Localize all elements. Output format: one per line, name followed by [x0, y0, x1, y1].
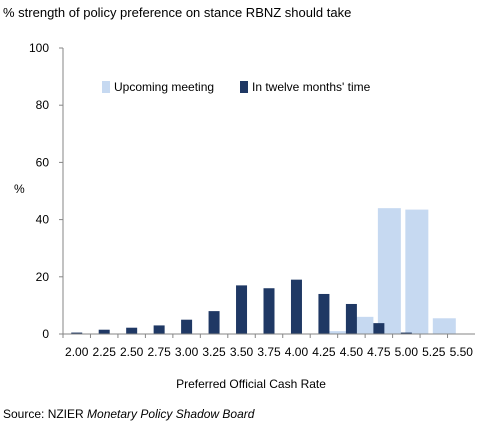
x-tick-label: 5.00 [395, 345, 419, 359]
x-tick-label: 2.00 [65, 345, 89, 359]
source-note: Source: NZIER Monetary Policy Shadow Boa… [3, 407, 255, 421]
legend-swatch-upcoming [102, 81, 110, 93]
bar-twelve-months [373, 323, 385, 334]
bar-upcoming-meeting [377, 208, 401, 334]
y-tick-label: 40 [36, 213, 50, 227]
x-tick-label: 4.75 [367, 345, 391, 359]
x-tick-label: 3.25 [202, 345, 226, 359]
x-tick-label: 4.00 [285, 345, 309, 359]
bar-twelve-months [71, 332, 83, 334]
x-tick-label: 4.50 [340, 345, 364, 359]
legend-label-upcoming: Upcoming meeting [114, 80, 214, 94]
bar-twelve-months [181, 319, 193, 334]
bars-layer [71, 208, 456, 334]
chart-title: % strength of policy preference on stanc… [3, 5, 351, 20]
x-tick-label: 3.50 [230, 345, 254, 359]
bar-twelve-months [345, 303, 357, 334]
bar-twelve-months [318, 293, 330, 334]
bar-twelve-months [98, 329, 110, 334]
x-tick-label: 5.50 [450, 345, 474, 359]
x-tick-label: 5.25 [422, 345, 446, 359]
x-axis-ticks: 2.00 2.25 2.50 2.75 3.00 3.25 3.50 3.75 4.00 4.25… [62, 334, 474, 359]
x-tick-label: 2.25 [93, 345, 117, 359]
bar-twelve-months [153, 325, 165, 334]
bar-upcoming-meeting [405, 209, 429, 334]
x-tick-label: 3.75 [257, 345, 281, 359]
y-axis-ticks: 0 20 40 60 80 100 [29, 41, 63, 341]
bar-upcoming-meeting [432, 318, 456, 334]
bar-twelve-months [126, 327, 138, 334]
x-tick-label: 4.25 [312, 345, 336, 359]
bar-twelve-months [263, 288, 275, 334]
bar-upcoming-meeting [322, 331, 346, 334]
x-tick-label: 2.75 [147, 345, 171, 359]
y-tick-label: 0 [42, 327, 49, 341]
axes-layer [62, 48, 475, 335]
source-publication: Monetary Policy Shadow Board [87, 407, 255, 421]
legend-swatch-twelve-months [240, 81, 248, 93]
source-prefix: Source: NZIER [3, 407, 87, 421]
y-tick-label: 60 [36, 155, 50, 169]
legend: Upcoming meeting In twelve months' time [102, 80, 371, 94]
legend-label-twelve-months: In twelve months' time [252, 80, 371, 94]
y-tick-label: 20 [36, 270, 50, 284]
bar-twelve-months [208, 311, 220, 334]
x-axis-label: Preferred Official Cash Rate [176, 377, 326, 391]
y-tick-label: 80 [36, 98, 50, 112]
bar-twelve-months [290, 279, 302, 334]
y-tick-label: 100 [29, 41, 49, 55]
x-tick-label: 2.50 [120, 345, 144, 359]
bar-twelve-months [236, 285, 248, 334]
y-axis-label: % [14, 182, 25, 196]
x-tick-label: 3.00 [175, 345, 199, 359]
bar-twelve-months [400, 332, 412, 334]
